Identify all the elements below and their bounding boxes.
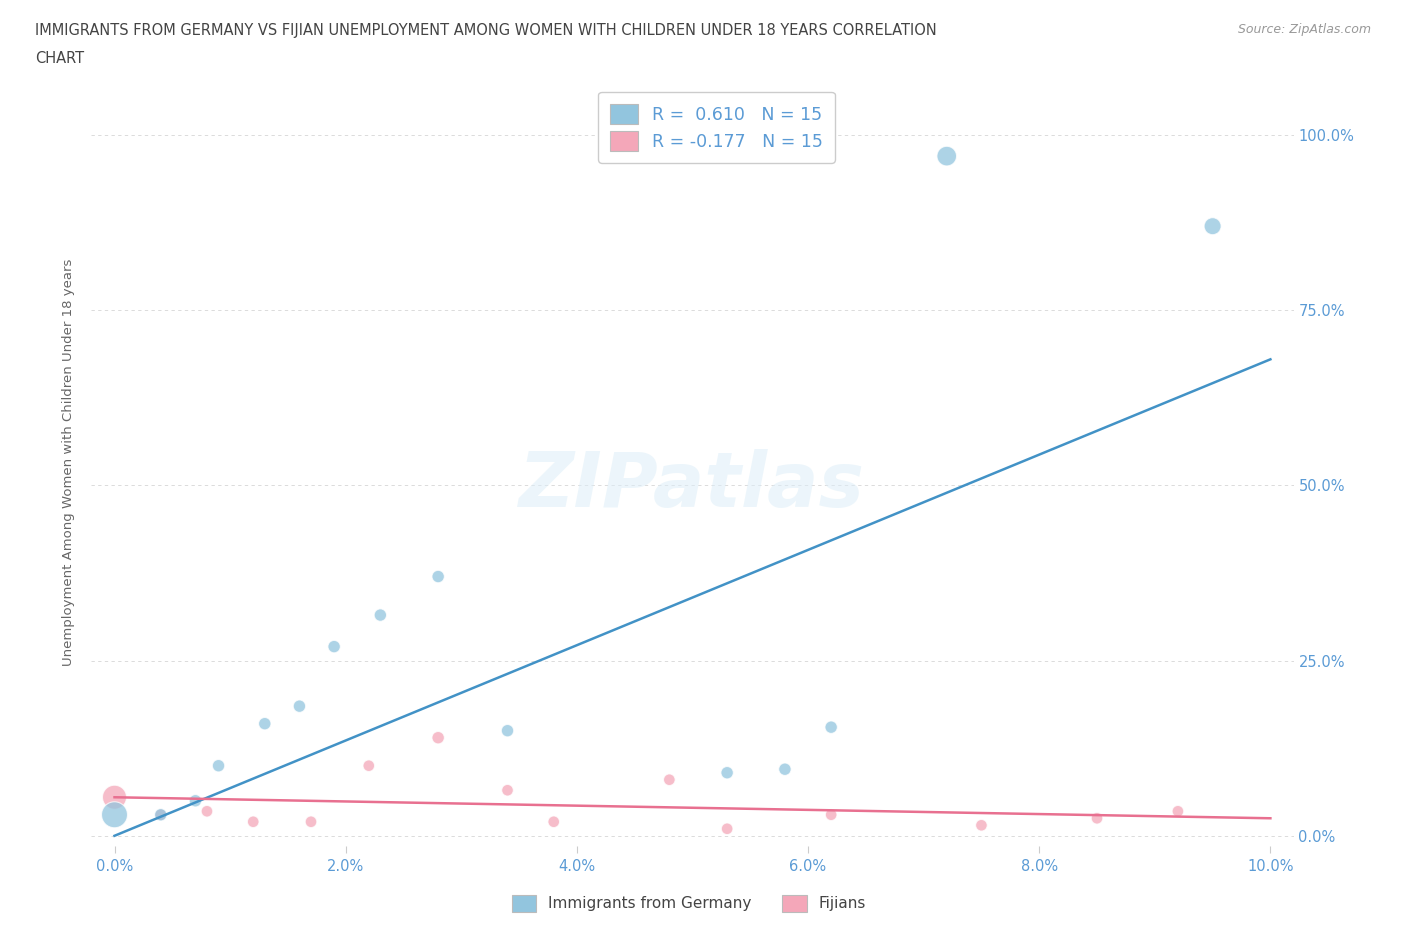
- Point: [370, 607, 392, 622]
- Text: ZIPatlas: ZIPatlas: [519, 448, 866, 523]
- Point: [820, 720, 842, 735]
- Point: [288, 698, 311, 713]
- Point: [716, 765, 738, 780]
- Point: [207, 758, 229, 773]
- Point: [773, 762, 796, 777]
- Point: [970, 817, 993, 832]
- Point: [543, 815, 565, 830]
- Point: [427, 730, 450, 745]
- Point: [103, 807, 125, 822]
- Point: [427, 569, 450, 584]
- Text: IMMIGRANTS FROM GERMANY VS FIJIAN UNEMPLOYMENT AMONG WOMEN WITH CHILDREN UNDER 1: IMMIGRANTS FROM GERMANY VS FIJIAN UNEMPL…: [35, 23, 936, 38]
- Point: [299, 815, 322, 830]
- Text: CHART: CHART: [35, 51, 84, 66]
- Point: [253, 716, 276, 731]
- Point: [496, 783, 519, 798]
- Point: [149, 807, 172, 822]
- Point: [149, 807, 172, 822]
- Point: [195, 804, 218, 818]
- Point: [658, 772, 681, 787]
- Point: [820, 807, 842, 822]
- Point: [935, 149, 957, 164]
- Point: [716, 821, 738, 836]
- Point: [323, 639, 346, 654]
- Point: [184, 793, 207, 808]
- Legend: R =  0.610   N = 15, R = -0.177   N = 15: R = 0.610 N = 15, R = -0.177 N = 15: [598, 91, 835, 163]
- Legend: Immigrants from Germany, Fijians: Immigrants from Germany, Fijians: [506, 889, 872, 918]
- Y-axis label: Unemployment Among Women with Children Under 18 years: Unemployment Among Women with Children U…: [62, 259, 76, 667]
- Point: [357, 758, 380, 773]
- Point: [1201, 219, 1223, 233]
- Point: [496, 724, 519, 738]
- Text: Source: ZipAtlas.com: Source: ZipAtlas.com: [1237, 23, 1371, 36]
- Point: [1167, 804, 1189, 818]
- Point: [242, 815, 264, 830]
- Point: [1085, 811, 1108, 826]
- Point: [103, 790, 125, 804]
